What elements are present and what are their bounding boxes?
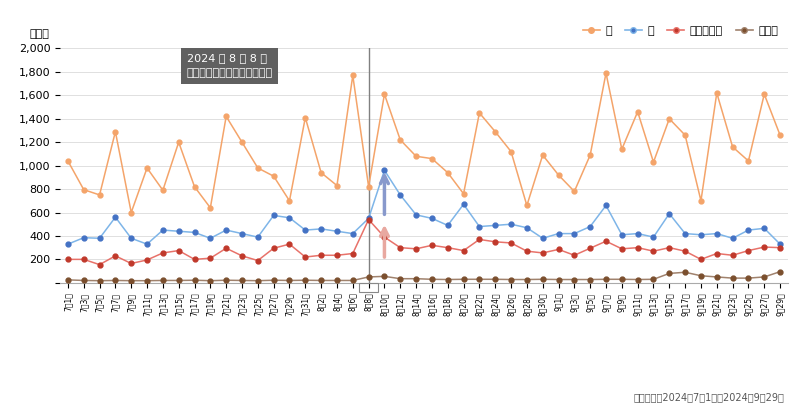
Text: （円）: （円） xyxy=(30,29,50,39)
Bar xyxy=(359,283,378,292)
Text: 2024 年 8 月 8 日
南海トラフ地震臨時情報発表: 2024 年 8 月 8 日 南海トラフ地震臨時情報発表 xyxy=(186,53,273,78)
Text: 集計期間：2024年7月1日〜2024年9月29日: 集計期間：2024年7月1日〜2024年9月29日 xyxy=(633,392,784,402)
Legend: 米, 水, 米飯加工品, 包装餅: 米, 水, 米飯加工品, 包装餅 xyxy=(578,21,782,40)
